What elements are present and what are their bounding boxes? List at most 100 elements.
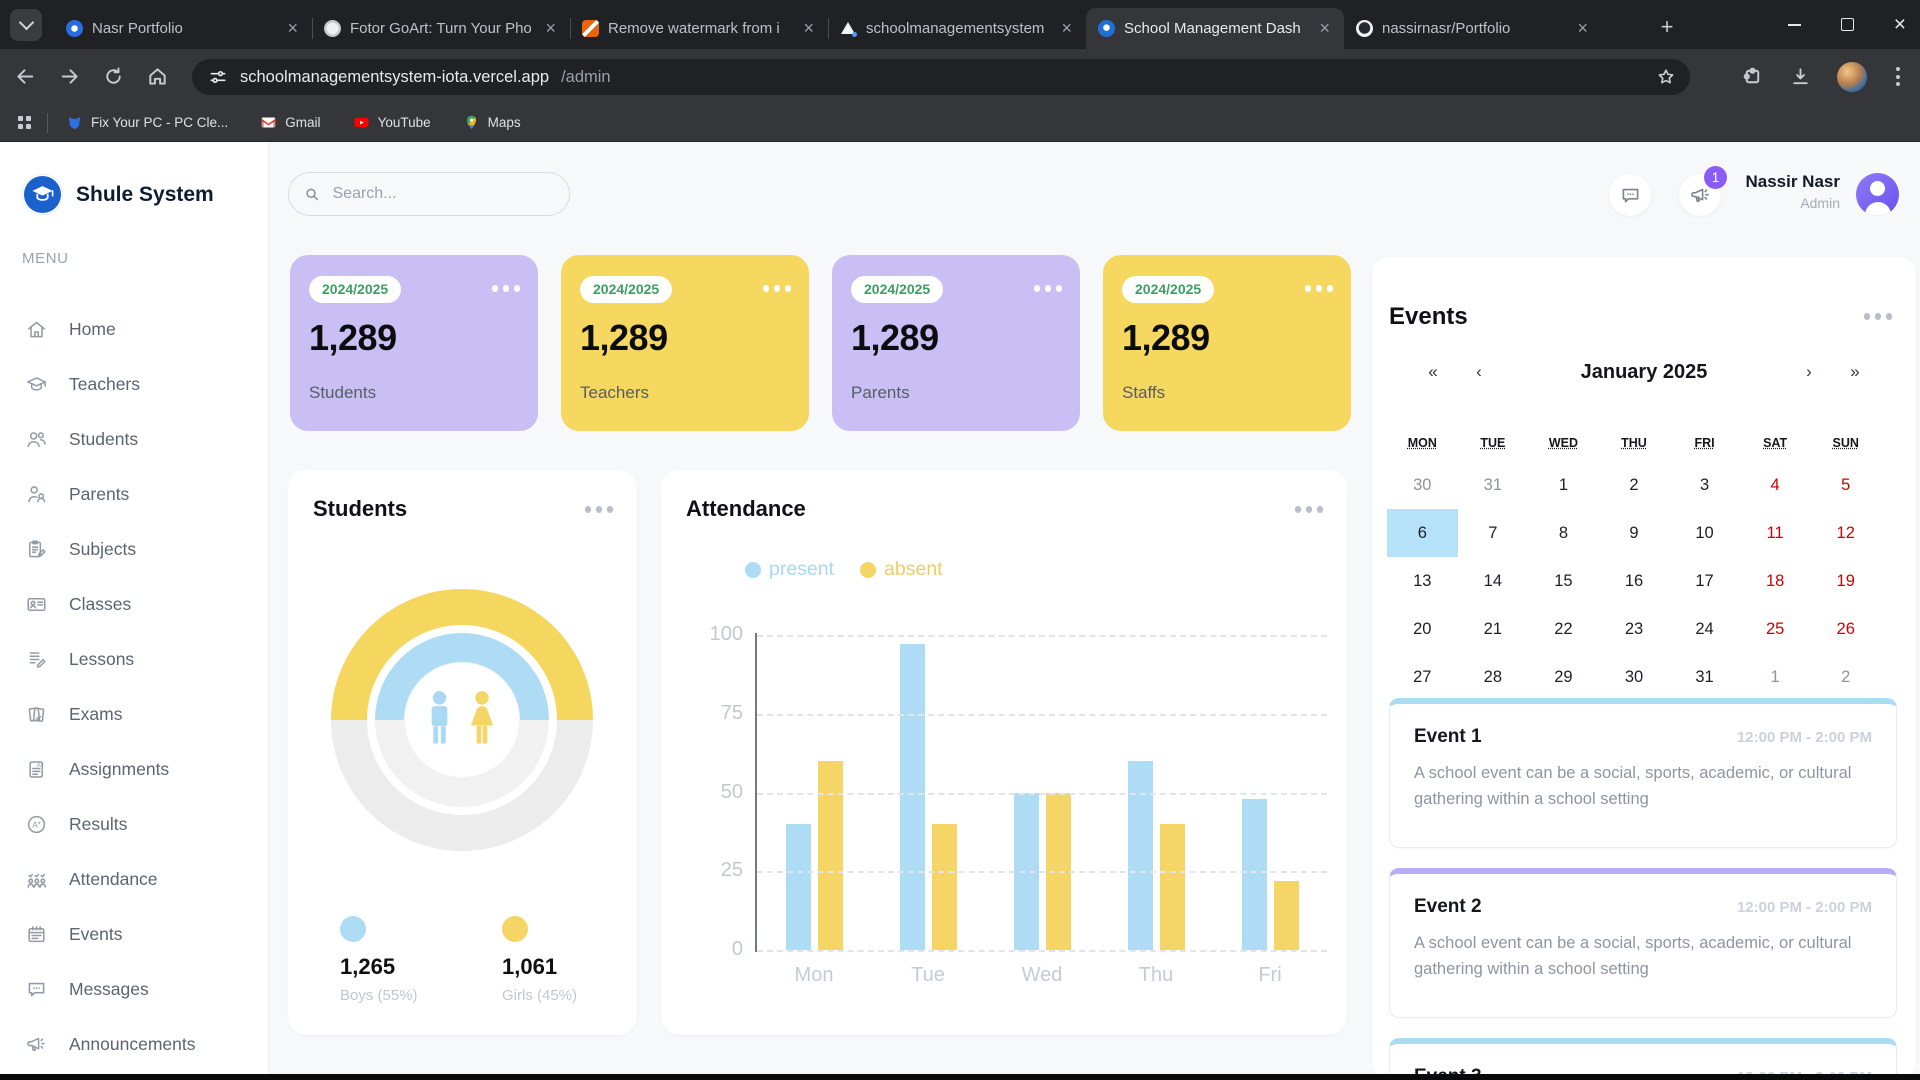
new-tab-button[interactable]: +	[1660, 14, 1674, 39]
apps-grid-icon[interactable]	[18, 116, 31, 129]
calendar-day[interactable]: 20	[1413, 619, 1432, 638]
bookmark-maps[interactable]: Maps	[463, 114, 521, 131]
browser-tab[interactable]: nassirnasr/Portfolio ×	[1344, 8, 1602, 49]
sidebar-item-events[interactable]: Events	[0, 907, 268, 962]
sidebar-item-announcements[interactable]: Announcements	[0, 1017, 268, 1072]
sidebar-item-teachers[interactable]: Teachers	[0, 357, 268, 412]
sidebar-item-students[interactable]: Students	[0, 412, 268, 467]
download-icon[interactable]	[1789, 65, 1812, 88]
more-options-icon[interactable]	[584, 506, 613, 513]
calendar-day[interactable]: 16	[1624, 571, 1644, 590]
calendar-day[interactable]: 19	[1836, 571, 1855, 590]
browser-tab[interactable]: Nasr Portfolio ×	[54, 8, 312, 49]
tab-close-icon[interactable]: ×	[1061, 18, 1072, 38]
browser-tab[interactable]: School Management Dash ×	[1086, 8, 1344, 49]
back-icon[interactable]	[14, 65, 37, 88]
calendar-day[interactable]: 21	[1483, 619, 1503, 638]
calendar-day[interactable]: 15	[1554, 571, 1573, 590]
browser-tab[interactable]: Remove watermark from i ×	[570, 8, 828, 49]
brand[interactable]: Shule System	[22, 174, 214, 215]
calendar-day[interactable]: 3	[1699, 475, 1710, 494]
calendar-day[interactable]: 23	[1624, 619, 1644, 638]
tab-close-icon[interactable]: ×	[1319, 18, 1330, 38]
minimize-icon[interactable]	[1787, 23, 1801, 26]
sidebar-item-assignments[interactable]: A+ Assignments	[0, 742, 268, 797]
bookmark-gmail[interactable]: Gmail	[260, 114, 321, 131]
search-input[interactable]	[330, 184, 555, 204]
bookmark-youtube[interactable]: YouTube	[353, 114, 431, 131]
menu-kebab-icon[interactable]	[1892, 63, 1904, 90]
next-year-button[interactable]: »	[1850, 362, 1860, 381]
calendar-day[interactable]: 28	[1483, 667, 1503, 686]
browser-tab[interactable]: schoolmanagementsystem ×	[828, 8, 1086, 49]
calendar-day[interactable]: 22	[1554, 619, 1573, 638]
sidebar-item-home[interactable]: Home	[0, 302, 268, 357]
sidebar-item-messages[interactable]: Messages	[0, 962, 268, 1017]
browser-tab[interactable]: Fotor GoArt: Turn Your Pho ×	[312, 8, 570, 49]
calendar-day[interactable]: 30	[1624, 667, 1644, 686]
prev-year-button[interactable]: «	[1428, 362, 1438, 381]
calendar-day[interactable]: 24	[1695, 619, 1714, 638]
extensions-icon[interactable]	[1741, 65, 1764, 88]
calendar-day[interactable]: 27	[1413, 667, 1432, 686]
messages-button[interactable]	[1609, 174, 1651, 216]
calendar-day[interactable]: 10	[1695, 523, 1714, 542]
home-icon[interactable]	[146, 65, 169, 88]
calendar-day[interactable]: 31	[1483, 475, 1503, 494]
more-options-icon[interactable]	[762, 285, 791, 292]
sidebar-item-parents[interactable]: Parents	[0, 467, 268, 522]
calendar-day[interactable]: 8	[1558, 523, 1569, 542]
address-bar[interactable]: schoolmanagementsystem-iota.vercel.app/a…	[192, 59, 1690, 95]
tab-close-icon[interactable]: ×	[803, 18, 814, 38]
reload-icon[interactable]	[102, 65, 125, 88]
user-avatar[interactable]	[1856, 173, 1899, 216]
calendar-month-label[interactable]: January 2025	[1580, 360, 1708, 383]
calendar-day[interactable]: 13	[1413, 571, 1432, 590]
calendar-day[interactable]: 2	[1841, 667, 1851, 686]
tab-close-icon[interactable]: ×	[545, 18, 556, 38]
more-options-icon[interactable]	[491, 285, 520, 292]
calendar-day[interactable]: 18	[1765, 571, 1785, 590]
site-info-icon[interactable]	[208, 67, 228, 87]
calendar-day[interactable]: 11	[1766, 523, 1784, 542]
calendar-day[interactable]: 7	[1488, 523, 1498, 542]
calendar-day[interactable]: 29	[1554, 667, 1573, 686]
chevron-down-icon[interactable]	[10, 9, 42, 41]
forward-icon[interactable]	[58, 65, 81, 88]
bookmark-star-icon[interactable]	[1655, 66, 1677, 88]
calendar-day[interactable]: 4	[1770, 475, 1780, 494]
profile-avatar[interactable]	[1837, 61, 1867, 92]
sidebar-item-exams[interactable]: Exams	[0, 687, 268, 742]
calendar-day[interactable]: 30	[1413, 475, 1432, 494]
calendar-day[interactable]: 25	[1765, 619, 1785, 638]
sidebar-item-results[interactable]: A* Results	[0, 797, 268, 852]
sidebar-item-attendance[interactable]: Attendance	[0, 852, 268, 907]
next-month-button[interactable]: ›	[1806, 362, 1812, 381]
calendar-day[interactable]: 26	[1836, 619, 1855, 638]
sidebar-item-lessons[interactable]: Lessons	[0, 632, 268, 687]
more-options-icon[interactable]	[1294, 506, 1323, 513]
more-options-icon[interactable]	[1033, 285, 1062, 292]
calendar-day[interactable]: 1	[1558, 475, 1569, 494]
calendar-day[interactable]: 5	[1841, 475, 1851, 494]
tab-close-icon[interactable]: ×	[287, 18, 298, 38]
more-options-icon[interactable]	[1863, 313, 1892, 320]
sidebar-item-subjects[interactable]: Subjects	[0, 522, 268, 577]
more-options-icon[interactable]	[1304, 285, 1333, 292]
calendar-day[interactable]: 31	[1695, 667, 1714, 686]
sidebar-item-classes[interactable]: Classes	[0, 577, 268, 632]
calendar-day[interactable]: 12	[1836, 523, 1855, 542]
prev-month-button[interactable]: ‹	[1476, 362, 1482, 381]
bookmark-fix-your-pc-pc-cle-[interactable]: Fix Your PC - PC Cle...	[66, 114, 228, 131]
close-icon[interactable]: ×	[1893, 13, 1906, 36]
restore-icon[interactable]	[1840, 18, 1854, 31]
calendar-day[interactable]: 1	[1770, 667, 1780, 686]
events-panel: Events « ‹ January 2025 › » MON TUE WED THU…	[1372, 257, 1916, 1080]
calendar-day[interactable]: 9	[1629, 523, 1639, 542]
calendar-day[interactable]: 17	[1695, 571, 1714, 590]
tab-close-icon[interactable]: ×	[1577, 18, 1588, 38]
calendar-day[interactable]: 6	[1387, 509, 1458, 557]
calendar-day[interactable]: 14	[1483, 571, 1503, 590]
calendar-day[interactable]: 2	[1629, 475, 1639, 494]
announcements-button[interactable]: 1	[1679, 166, 1727, 216]
